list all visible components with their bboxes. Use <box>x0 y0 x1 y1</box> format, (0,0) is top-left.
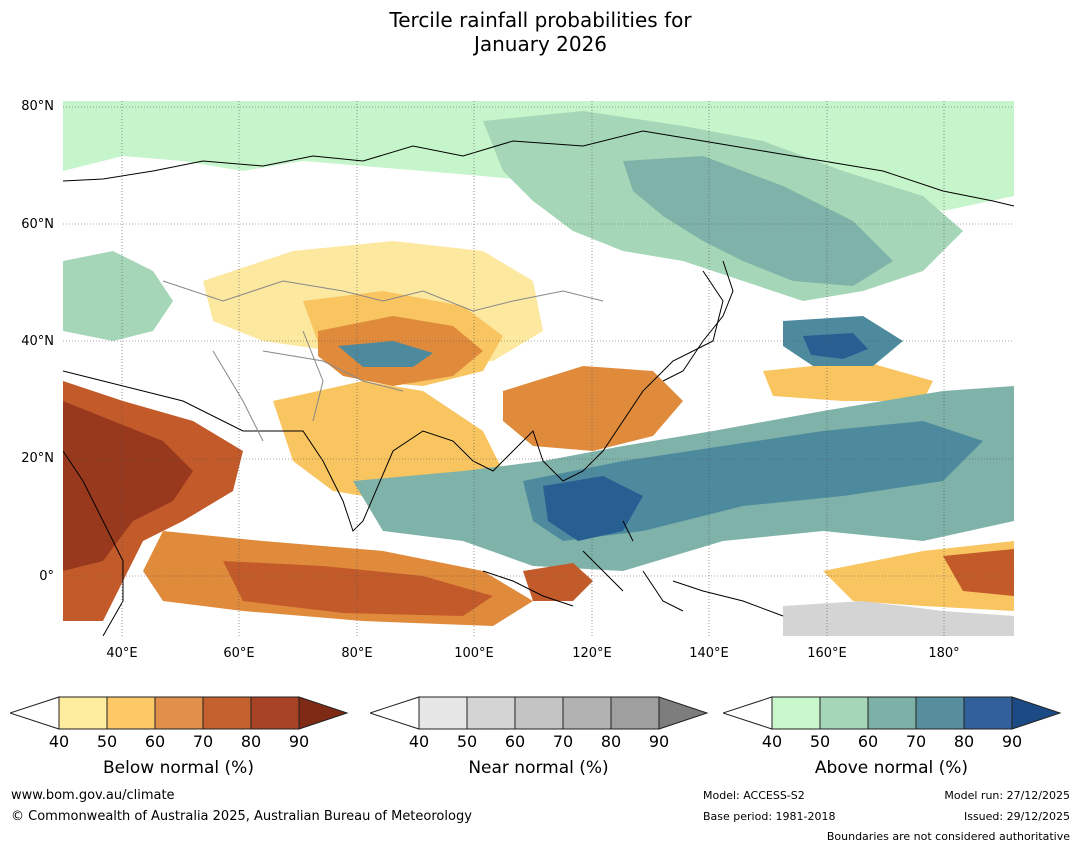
lon-label-60e: 60°E <box>223 646 255 661</box>
below-region-india <box>273 381 503 501</box>
colorbar-above-swatch-3 <box>867 696 917 730</box>
lon-label-140e: 140°E <box>689 646 729 661</box>
colorbar-below-swatch-4 <box>202 696 252 730</box>
colorbar-above-normal <box>721 696 1063 734</box>
colorbar-above-swatch-4 <box>915 696 965 730</box>
below-region-pacific-belt <box>763 361 933 401</box>
colorbar-above-swatch-0 <box>721 696 773 730</box>
coastline-japan <box>662 260 734 382</box>
above-region-west-pacific-core <box>523 421 983 541</box>
colorbar-near-tick: 50 <box>456 732 478 751</box>
map-title-line1: Tercile rainfall probabilities for <box>389 8 692 32</box>
lat-label-80n: 80°N <box>21 99 54 114</box>
colorbar-near-swatch-6 <box>658 696 709 730</box>
colorbar-below-normal-swatches <box>8 696 349 730</box>
lon-label-120e: 120°E <box>572 646 612 661</box>
colorbar-below-tick: 50 <box>96 732 118 751</box>
above-region-philippines <box>543 476 643 541</box>
colorbar-below-swatch-1 <box>58 696 108 730</box>
colorbar-above-tick: 60 <box>857 732 879 751</box>
colorbar-near-swatch-5 <box>610 696 660 730</box>
colorbar-below-tick: 90 <box>288 732 310 751</box>
above-region-tarim <box>338 341 433 367</box>
colorbar-near-normal <box>368 696 710 734</box>
colorbar-near-swatch-4 <box>562 696 612 730</box>
coastline-africa <box>63 450 124 636</box>
coastline-islands <box>482 520 784 617</box>
colorbar-below-swatch-5 <box>250 696 300 730</box>
lat-label-0: 0° <box>39 569 54 584</box>
colorbar-near-tick: 90 <box>648 732 670 751</box>
colorbar-below-tick: 70 <box>192 732 214 751</box>
colorbar-near-tick: 40 <box>408 732 430 751</box>
below-region-indian-ocean-core <box>223 561 493 616</box>
boundaries-note: Boundaries are not considered authoritat… <box>826 830 1070 843</box>
map-title: Tercile rainfall probabilities for Janua… <box>0 8 1081 56</box>
colorbar-near-title: Near normal (%) <box>468 758 609 778</box>
colorbar-near-swatch-2 <box>466 696 516 730</box>
colorbar-near-tick: 70 <box>552 732 574 751</box>
map-canvas <box>63 101 1014 636</box>
lon-label-180: 180° <box>928 646 960 661</box>
colorbar-above-tick: 50 <box>809 732 831 751</box>
country-borders <box>162 280 604 442</box>
colorbar-above-normal-swatches <box>721 696 1062 730</box>
above-region-west <box>63 251 173 341</box>
above-region-japan-core <box>803 333 868 359</box>
colorbar-above-swatch-5 <box>963 696 1013 730</box>
colorbar-below-tick: 40 <box>48 732 70 751</box>
lon-label-100e: 100°E <box>454 646 494 661</box>
above-region-siberia-core <box>623 156 893 286</box>
colorbar-below-swatch-2 <box>106 696 156 730</box>
colorbar-below-swatch-6 <box>298 696 349 730</box>
colorbar-above-tick: 40 <box>761 732 783 751</box>
colorbar-above-tick: 90 <box>1001 732 1023 751</box>
colorbar-below-swatch-0 <box>8 696 60 730</box>
lon-label-160e: 160°E <box>807 646 847 661</box>
colorbar-near-tick: 80 <box>600 732 622 751</box>
colorbar-below-swatch-3 <box>154 696 204 730</box>
below-region-arabia-core <box>63 401 193 571</box>
lat-label-60n: 60°N <box>21 217 54 232</box>
colorbar-near-tick: 60 <box>504 732 526 751</box>
below-region-indonesia <box>523 563 593 601</box>
colorbar-near-swatch-0 <box>368 696 420 730</box>
model-run-date: Model run: 27/12/2025 <box>944 789 1070 802</box>
base-period: Base period: 1981-2018 <box>703 810 836 823</box>
copyright-text: © Commonwealth of Australia 2025, Austra… <box>11 809 472 824</box>
model-name: Model: ACCESS-S2 <box>703 789 805 802</box>
near-region-south <box>783 601 1014 636</box>
rainfall-probability-map <box>63 101 1014 636</box>
colorbar-near-swatch-3 <box>514 696 564 730</box>
lat-label-20n: 20°N <box>21 451 54 466</box>
map-title-line2: January 2026 <box>473 32 608 56</box>
colorbar-near-swatch-1 <box>418 696 468 730</box>
colorbar-near-normal-swatches <box>368 696 709 730</box>
colorbar-below-tick: 60 <box>144 732 166 751</box>
colorbar-above-tick: 70 <box>905 732 927 751</box>
below-region-south-pacific-core <box>943 549 1014 596</box>
issued-date: Issued: 29/12/2025 <box>963 810 1070 823</box>
bom-website-link[interactable]: www.bom.gov.au/climate <box>11 788 175 803</box>
colorbar-above-swatch-6 <box>1011 696 1062 730</box>
lon-label-80e: 80°E <box>341 646 373 661</box>
colorbar-above-tick: 80 <box>953 732 975 751</box>
coastline-asia <box>63 130 1014 532</box>
colorbar-above-title: Above normal (%) <box>814 758 969 778</box>
colorbar-above-swatch-1 <box>771 696 821 730</box>
colorbar-above-swatch-2 <box>819 696 869 730</box>
colorbar-below-tick: 80 <box>240 732 262 751</box>
colorbar-below-normal <box>8 696 350 734</box>
below-region-china <box>503 366 683 451</box>
lon-label-40e: 40°E <box>106 646 138 661</box>
colorbar-below-title: Below normal (%) <box>103 758 254 778</box>
grid-lines <box>63 101 1014 636</box>
lat-label-40n: 40°N <box>21 334 54 349</box>
